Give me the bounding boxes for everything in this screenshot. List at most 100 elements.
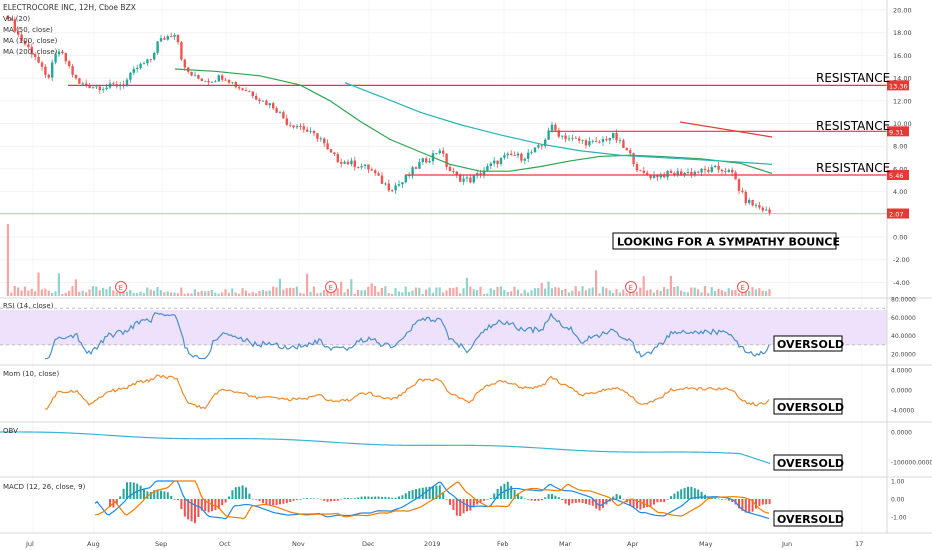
- volume-bar: [312, 286, 315, 296]
- volume-bar: [578, 291, 581, 296]
- volume-bar: [693, 287, 696, 296]
- candle-body: [282, 112, 285, 119]
- volume-bar: [754, 289, 757, 296]
- oversold-label-macd: OVERSOLD: [777, 513, 844, 526]
- candle-body: [10, 19, 13, 20]
- macd-histogram-bar: [313, 498, 315, 500]
- time-tick-label: Dec: [362, 540, 375, 548]
- candle-body: [309, 130, 312, 132]
- volume-bar: [384, 286, 387, 296]
- macd-histogram-bar: [663, 499, 666, 503]
- macd-histogram-bar: [387, 497, 390, 499]
- macd-histogram-bar: [347, 497, 349, 499]
- volume-bar: [207, 291, 210, 296]
- candle-body: [680, 171, 683, 176]
- candle-body: [125, 79, 129, 86]
- volume-bar: [669, 275, 672, 296]
- volume-bar: [673, 286, 676, 296]
- macd-histogram-bar: [636, 499, 638, 509]
- macd-histogram-bar: [146, 491, 149, 499]
- macd-histogram-bar: [404, 493, 407, 499]
- candle-body: [183, 59, 186, 68]
- volume-bar: [224, 289, 227, 296]
- volume-bar: [574, 286, 577, 296]
- macd-histogram-bar: [170, 495, 173, 499]
- candle-body: [537, 145, 540, 148]
- volume-bar: [323, 290, 326, 296]
- volume-bar: [170, 292, 173, 296]
- candle-body: [295, 126, 299, 128]
- volume-bar: [292, 287, 295, 296]
- volume-bar: [510, 291, 513, 296]
- candle-body: [584, 140, 588, 146]
- pane-titles: RSI (14, close) Mom (10, close) OBV MACD…: [3, 302, 86, 491]
- volume-bar: [71, 286, 74, 296]
- candle-body: [428, 161, 431, 163]
- volume-bar: [54, 291, 57, 296]
- earnings-markers[interactable]: E E E E: [115, 281, 749, 293]
- macd-histogram-bar: [323, 499, 326, 501]
- price-badge: [887, 80, 909, 91]
- candle-body: [700, 168, 703, 173]
- volume-bar: [234, 292, 237, 296]
- macd-histogram-bar: [537, 499, 540, 501]
- macd-histogram-bar: [425, 487, 428, 499]
- time-tick-label: Feb: [497, 540, 509, 548]
- macd-histogram-bar: [251, 498, 254, 500]
- macd-histogram-bar: [755, 499, 757, 509]
- macd-histogram-bar: [673, 493, 676, 499]
- price-tick-label: 18.00: [893, 29, 912, 37]
- macd-histogram-bar: [370, 496, 373, 499]
- candle-body: [564, 135, 567, 140]
- macd-histogram-bar: [122, 488, 125, 499]
- price-badge-label: 9.31: [889, 128, 903, 136]
- candle-body: [221, 75, 224, 80]
- volume-bar: [537, 288, 540, 296]
- candle-body: [510, 153, 513, 156]
- candle-body: [210, 81, 214, 83]
- macd-histogram-bar: [418, 488, 421, 499]
- candle-body: [411, 167, 414, 176]
- macd-histogram-bar: [177, 499, 179, 501]
- volume-bar: [459, 293, 462, 296]
- candle-body: [669, 170, 673, 173]
- volume-bar: [472, 289, 475, 296]
- candle-body: [234, 81, 237, 88]
- volume-bar: [690, 287, 693, 296]
- volume-bar: [584, 290, 587, 296]
- macd-histogram-bar: [285, 499, 288, 504]
- mom-title: Mom (10, close): [3, 370, 59, 378]
- price-tick-label: 12.00: [893, 97, 912, 105]
- candle-body: [241, 88, 244, 91]
- candle-body: [217, 75, 220, 82]
- candle-body: [316, 133, 319, 139]
- volume-bar: [666, 288, 669, 296]
- volume-bar: [183, 293, 186, 296]
- price-badge-label: 13.36: [889, 82, 908, 90]
- time-tick-label: 17: [855, 540, 863, 548]
- volume-bar: [455, 287, 458, 296]
- macd-histogram-bar: [741, 499, 744, 511]
- macd-tick-label: 1.00: [891, 479, 905, 486]
- candle-body: [676, 171, 679, 175]
- macd-histogram-bar: [564, 499, 567, 504]
- macd-histogram-bar: [517, 493, 519, 499]
- volume-bar: [503, 289, 506, 296]
- time-tick-label: Sep: [155, 540, 167, 548]
- volume-bar: [57, 273, 60, 296]
- candle-body: [652, 174, 656, 179]
- volume-bar: [714, 291, 717, 296]
- time-tick-label: 2019: [424, 540, 441, 548]
- volume-bar: [758, 288, 761, 296]
- volume-bar: [350, 279, 353, 296]
- candle-body: [329, 149, 333, 153]
- candle-body: [506, 153, 509, 156]
- candle-body: [489, 163, 492, 166]
- candle-body: [455, 171, 458, 176]
- macd-histogram-bar: [163, 491, 166, 499]
- candle-body: [707, 170, 710, 172]
- volume-bar: [241, 288, 244, 296]
- volume-bar: [656, 289, 659, 296]
- volume-bar: [489, 288, 492, 296]
